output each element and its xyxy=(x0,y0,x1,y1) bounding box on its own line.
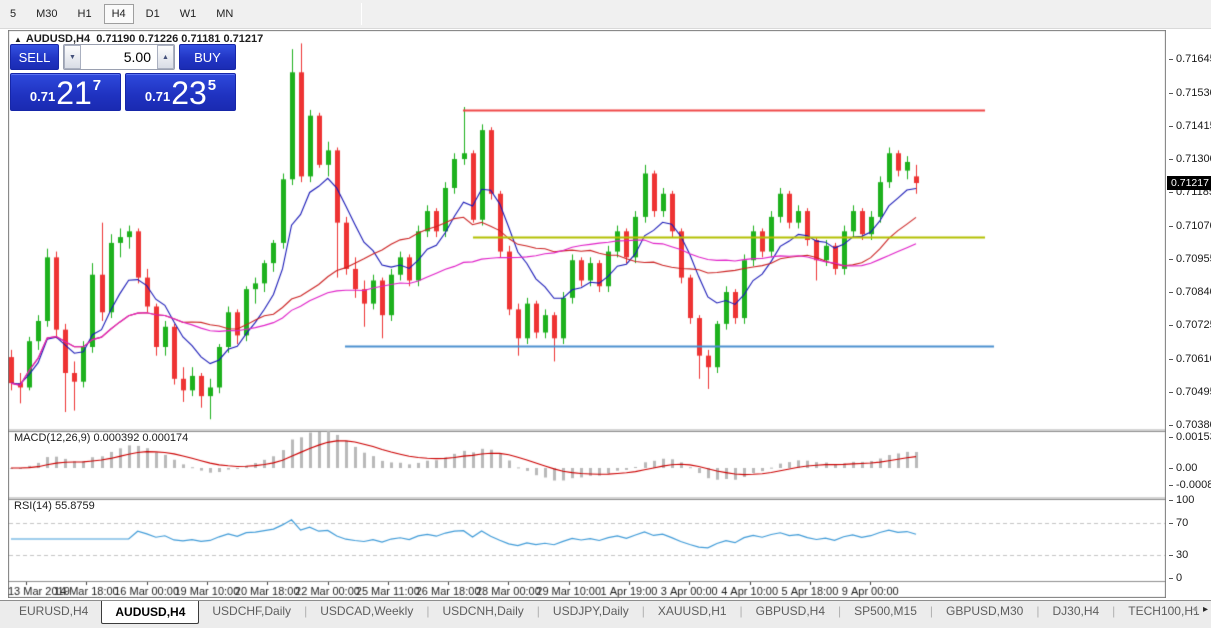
sell-button[interactable]: SELL xyxy=(10,44,59,70)
chart-symbol-period: AUDUSD,H4 xyxy=(25,33,91,45)
tab-gbpusd-h4[interactable]: GBPUSD,H4 xyxy=(755,604,826,618)
timeframe-button-5[interactable]: 5 xyxy=(2,4,24,24)
tab-separator: | xyxy=(1112,604,1116,618)
chart-ohlc-values: 0.71190 0.71226 0.71181 0.71217 xyxy=(96,33,264,45)
tab-separator: | xyxy=(426,604,430,618)
bid-price-prefix: 0.71 xyxy=(29,89,56,104)
rsi-axis-tick: 100 xyxy=(1169,494,1194,506)
tab-scroll-right-icon[interactable]: ▸ xyxy=(1202,604,1208,615)
volume-decrease-icon[interactable]: ▼ xyxy=(64,45,81,69)
tab-audusd-h4[interactable]: AUDUSD,H4 xyxy=(101,601,200,624)
tab-separator: | xyxy=(838,604,842,618)
timeframe-button-mn[interactable]: MN xyxy=(208,4,241,24)
chart-window: ▲ AUDUSD,H4 0.71190 0.71226 0.71181 0.712… xyxy=(8,30,1211,598)
buy-button[interactable]: BUY xyxy=(179,44,236,70)
tab-usdcad-weekly[interactable]: USDCAD,Weekly xyxy=(320,604,414,618)
macd-indicator-label: MACD(12,26,9) 0.000392 0.000174 xyxy=(14,432,189,444)
tab-dj30-h4[interactable]: DJ30,H4 xyxy=(1052,604,1100,618)
price-axis-tick: 0.70725 xyxy=(1169,319,1211,331)
tab-usdchf-daily[interactable]: USDCHF,Daily xyxy=(212,604,292,618)
tab-tech100-h1[interactable]: TECH100,H1 xyxy=(1128,604,1200,618)
symbol-tab-bar: EURUSD,H4 AUDUSD,H4 USDCHF,Daily | USDCAD,We… xyxy=(0,600,1211,628)
timeframe-button-h4[interactable]: H4 xyxy=(103,4,134,24)
current-price-tag: 0.71217 xyxy=(1167,176,1211,190)
price-axis-tick: 0.70495 xyxy=(1169,386,1211,398)
macd-axis-tick: -0.000835 xyxy=(1169,479,1211,491)
timeframe-button-h1[interactable]: H1 xyxy=(70,4,100,24)
toolbar-separator xyxy=(361,3,363,25)
tab-separator: | xyxy=(641,604,645,618)
price-axis-tick: 0.71645 xyxy=(1169,53,1211,65)
ask-price-prefix: 0.71 xyxy=(144,89,171,104)
price-axis-tick: 0.70955 xyxy=(1169,253,1211,265)
tab-scroll-arrows: ◂ ▸ xyxy=(1192,604,1208,615)
bid-price-main: 21 xyxy=(56,75,92,111)
chart-title: ▲ AUDUSD,H4 0.71190 0.71226 0.71181 0.712… xyxy=(14,33,263,45)
price-axis-tick: 0.71415 xyxy=(1169,120,1211,132)
ask-price-main: 23 xyxy=(171,75,207,111)
timeframe-button-w1[interactable]: W1 xyxy=(172,4,205,24)
rsi-indicator-label: RSI(14) 55.8759 xyxy=(14,500,95,512)
one-click-trading-panel: SELL ▼ 5.00 ▲ BUY 0.71 21 7 0.71 23 5 xyxy=(10,44,239,111)
rsi-axis-tick: 30 xyxy=(1169,549,1188,561)
rsi-axis-tick: 0 xyxy=(1169,572,1182,584)
ask-price-pip: 5 xyxy=(207,77,217,94)
bid-price-display[interactable]: 0.71 21 7 xyxy=(10,73,121,111)
bid-price-pip: 7 xyxy=(92,77,102,94)
tab-separator: | xyxy=(304,604,308,618)
timeframe-button-m30[interactable]: M30 xyxy=(28,4,65,24)
timeframe-toolbar: 5 M30 H1 H4 D1 W1 MN xyxy=(0,0,1211,29)
macd-axis-tick: 0.001538 xyxy=(1169,431,1211,443)
volume-input[interactable]: 5.00 xyxy=(123,49,151,65)
tab-xauusd-h1[interactable]: XAUUSD,H1 xyxy=(657,604,727,618)
collapse-icon[interactable]: ▲ xyxy=(14,35,22,44)
tab-separator: | xyxy=(536,604,540,618)
ask-price-display[interactable]: 0.71 23 5 xyxy=(125,73,236,111)
price-chart-canvas[interactable] xyxy=(8,30,1166,598)
tab-usdjpy-daily[interactable]: USDJPY,Daily xyxy=(552,604,629,618)
tab-separator: | xyxy=(739,604,743,618)
rsi-axis-tick: 70 xyxy=(1169,517,1188,529)
tab-usdcnh-daily[interactable]: USDCNH,Daily xyxy=(442,604,524,618)
tab-scroll-left-icon[interactable]: ◂ xyxy=(1191,604,1197,615)
tab-eurusd-h4[interactable]: EURUSD,H4 xyxy=(19,604,89,618)
tab-separator: | xyxy=(1036,604,1040,618)
volume-spinner: ▼ 5.00 ▲ xyxy=(63,44,175,70)
macd-axis-tick: 0.00 xyxy=(1169,462,1197,474)
tab-sp500-m15[interactable]: SP500,M15 xyxy=(854,604,917,618)
volume-increase-icon[interactable]: ▲ xyxy=(157,45,174,69)
tab-gbpusd-m30[interactable]: GBPUSD,M30 xyxy=(946,604,1024,618)
timeframe-button-d1[interactable]: D1 xyxy=(138,4,168,24)
tab-separator: | xyxy=(929,604,933,618)
